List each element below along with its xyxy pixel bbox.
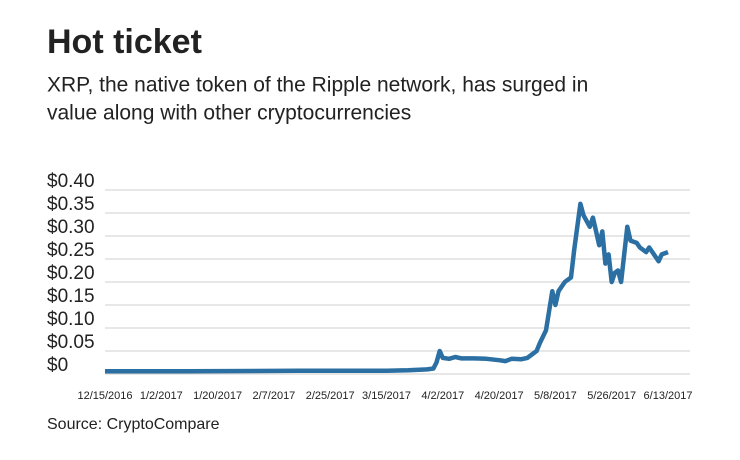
x-tick-label: 4/20/2017 bbox=[475, 390, 524, 402]
x-tick-label: 2/25/2017 bbox=[306, 390, 355, 402]
y-tick-label: $0.35 bbox=[47, 194, 95, 215]
x-tick-label: 5/26/2017 bbox=[587, 390, 636, 402]
x-tick-label: 1/20/2017 bbox=[193, 390, 242, 402]
subtitle: XRP, the native token of the Ripple netw… bbox=[47, 74, 588, 97]
chart-title: Hot ticket bbox=[47, 23, 202, 61]
source: Source: CryptoCompare bbox=[47, 416, 220, 433]
y-tick-label: $0 bbox=[47, 355, 68, 376]
y-tick-label: $0.30 bbox=[47, 217, 95, 238]
y-tick-label: $0.05 bbox=[47, 332, 95, 353]
x-tick-label: 12/15/2016 bbox=[77, 390, 132, 402]
y-tick-label: $0.40 bbox=[47, 171, 95, 192]
y-tick-label: $0.25 bbox=[47, 240, 95, 261]
data-line bbox=[105, 201, 669, 374]
x-tick-label: 6/13/2017 bbox=[644, 390, 693, 402]
x-tick-label: 3/15/2017 bbox=[362, 390, 411, 402]
y-tick-label: $0.10 bbox=[47, 309, 95, 330]
y-tick-label: $0.20 bbox=[47, 263, 95, 284]
subtitle: value along with other cryptocurrencies bbox=[47, 102, 411, 125]
x-tick-label: 5/8/2017 bbox=[534, 390, 577, 402]
x-tick-label: 2/7/2017 bbox=[252, 390, 295, 402]
x-tick-label: 1/2/2017 bbox=[140, 390, 183, 402]
y-tick-label: $0.15 bbox=[47, 286, 95, 307]
x-tick-label: 4/2/2017 bbox=[421, 390, 464, 402]
